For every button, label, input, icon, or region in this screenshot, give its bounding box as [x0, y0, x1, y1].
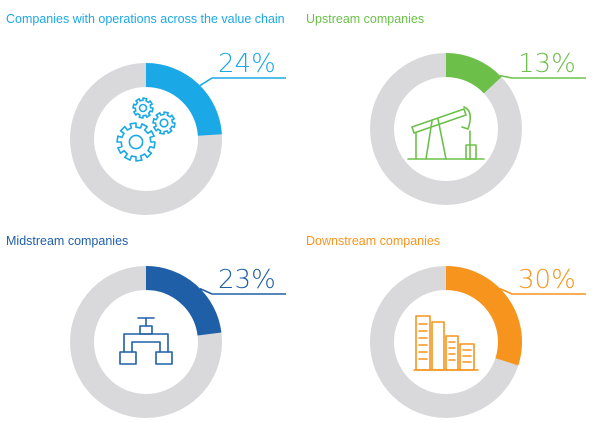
- oil-pump-jack-icon: [407, 106, 485, 160]
- donut-segment: [145, 266, 222, 337]
- leader-line: [199, 77, 286, 87]
- chart-title: Companies with operations across the val…: [6, 12, 285, 26]
- percentage-label: 24%: [218, 49, 276, 79]
- leader-line: [199, 287, 286, 295]
- chart-panel-value-chain: Companies with operations across the val…: [0, 0, 300, 222]
- chart-title: Upstream companies: [306, 12, 425, 26]
- pipeline-valve-icon: [119, 317, 173, 365]
- chart-title: Downstream companies: [306, 234, 441, 248]
- percentage-label: 30%: [518, 265, 576, 295]
- donut-segment: [445, 53, 502, 94]
- chart-panel-midstream: Midstream companies 23%: [0, 222, 300, 444]
- percentage-label: 13%: [518, 49, 576, 79]
- chart-panel-upstream: Upstream companies 13%: [300, 0, 600, 222]
- donut-segment: [145, 63, 222, 137]
- donut-segment: [445, 266, 522, 366]
- gears-icon: [116, 97, 176, 162]
- refinery-icon: [413, 315, 479, 371]
- chart-title: Midstream companies: [6, 234, 129, 248]
- donut-chart: 24%: [70, 49, 286, 215]
- leader-line: [499, 74, 586, 79]
- leader-line: [499, 287, 586, 295]
- donut-chart: 13%: [370, 49, 586, 205]
- donut-chart: 30%: [370, 265, 586, 418]
- donut-chart: 23%: [70, 265, 286, 418]
- chart-panel-downstream: Downstream companies 30%: [300, 222, 600, 444]
- percentage-label: 23%: [218, 265, 276, 295]
